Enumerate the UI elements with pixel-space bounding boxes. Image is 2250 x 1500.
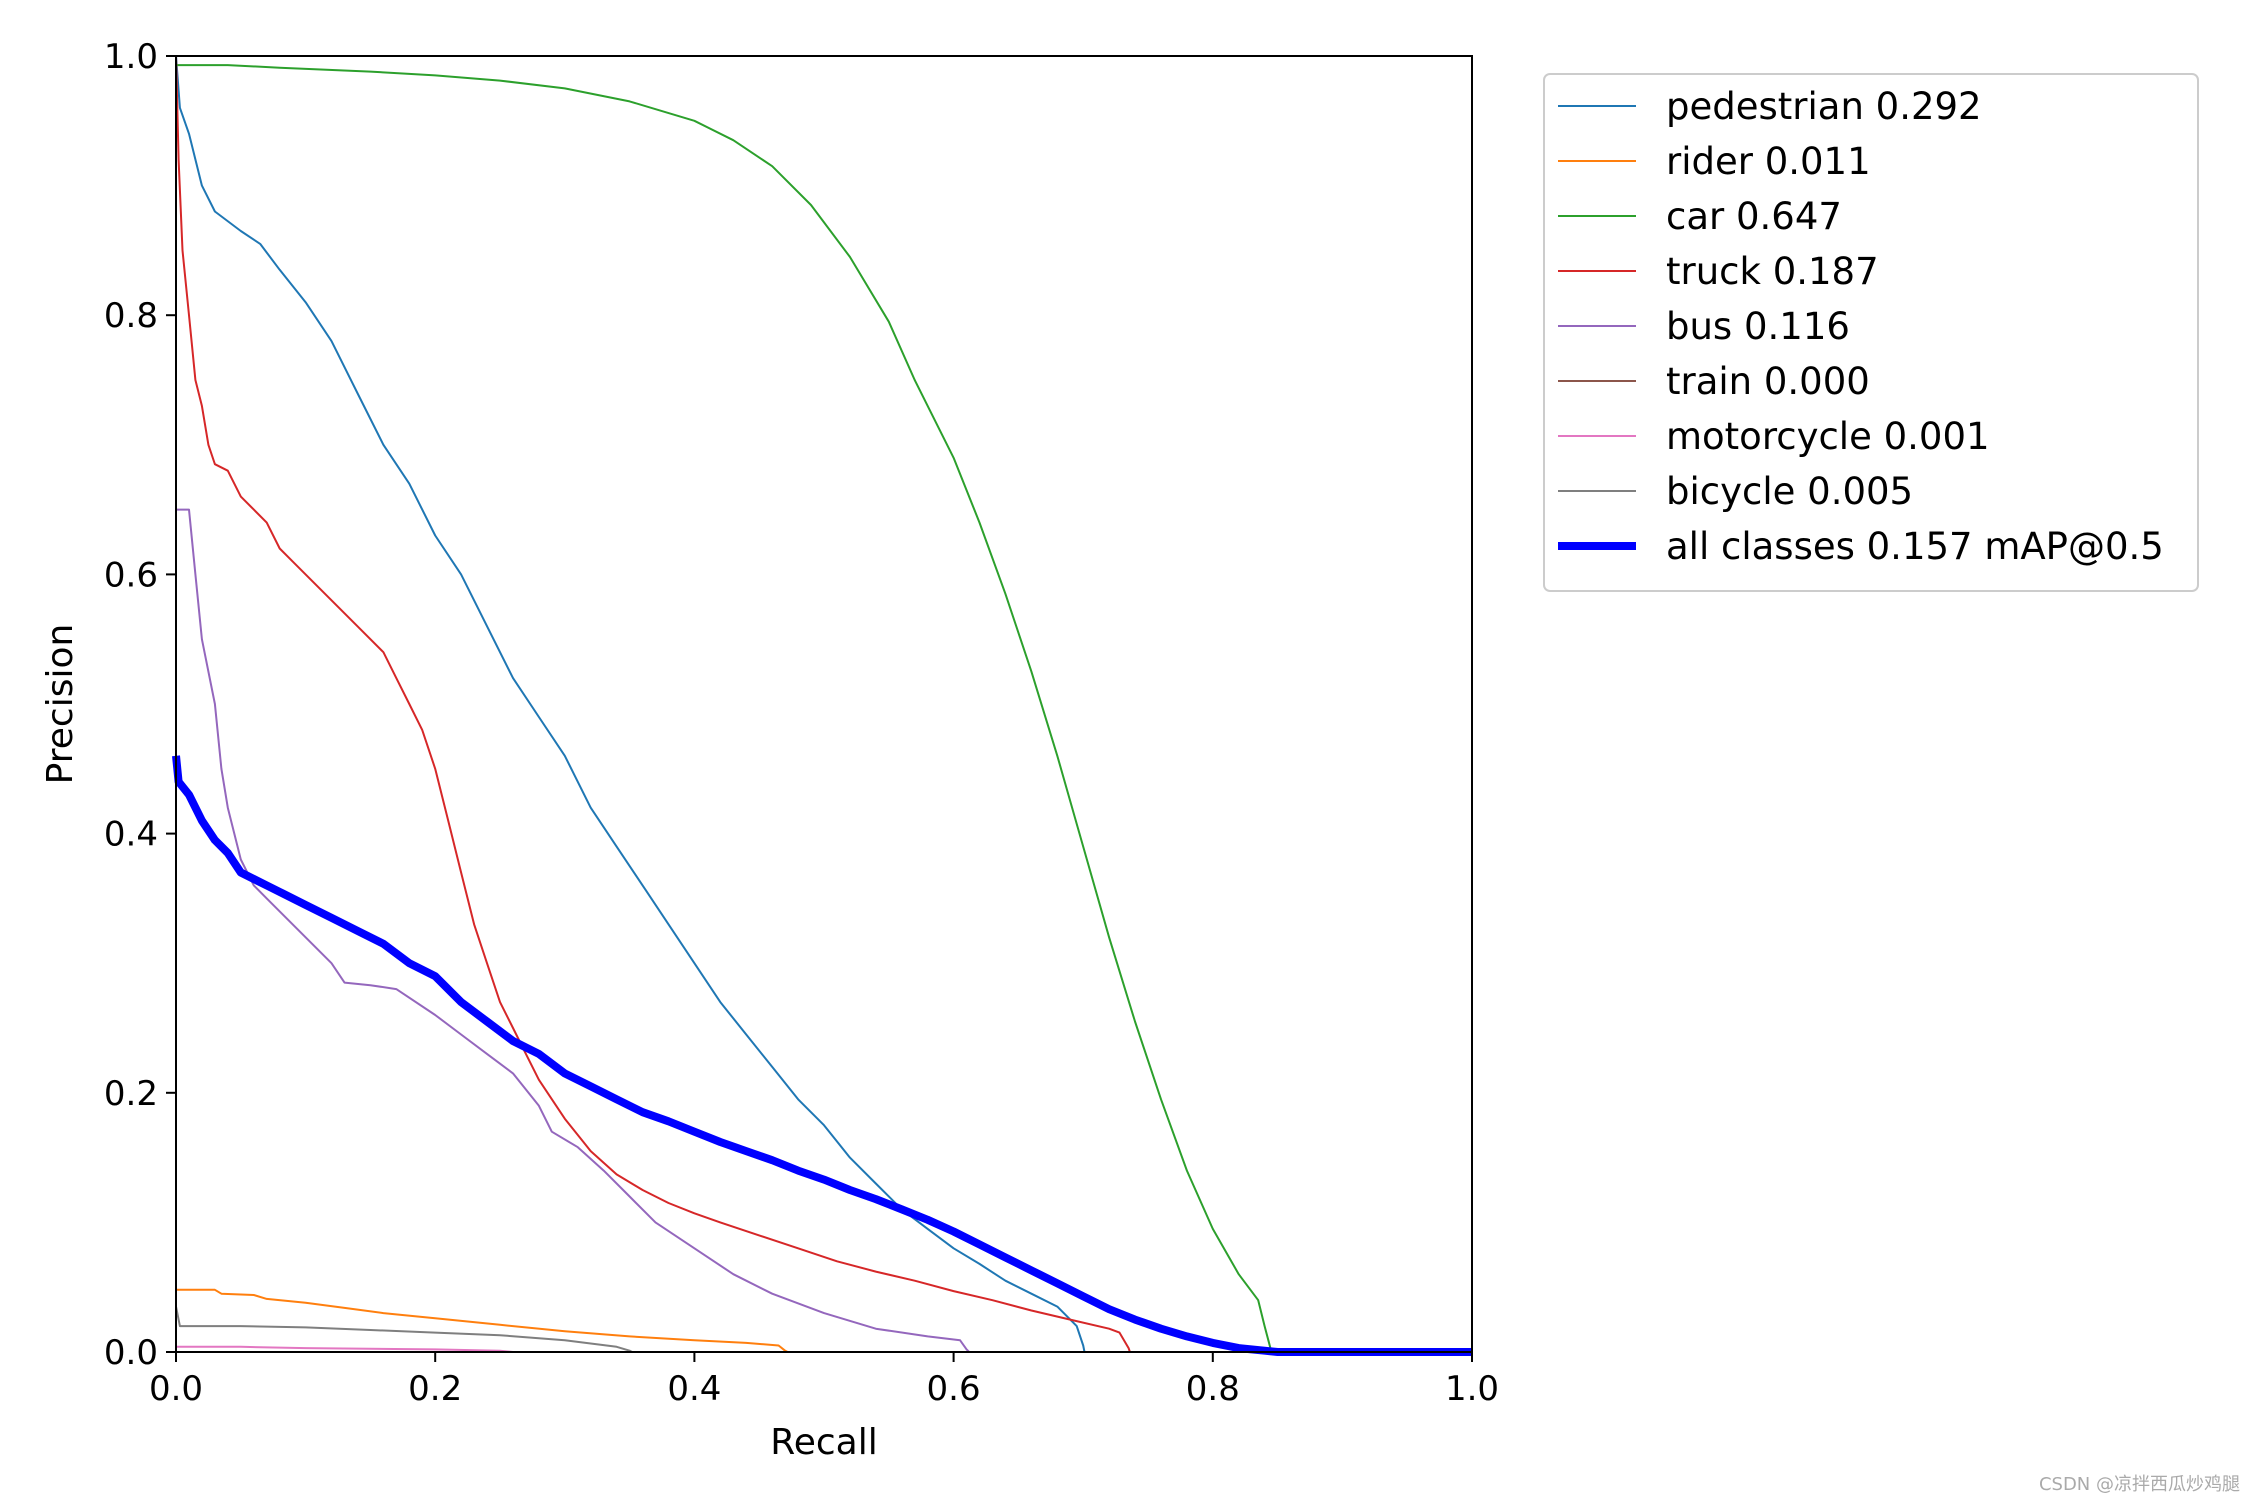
series-line-3 <box>175 55 1131 1353</box>
y-tick-label: 0.6 <box>104 555 158 595</box>
series-line-0 <box>175 55 1086 1353</box>
y-tick-label: 0.8 <box>104 296 158 336</box>
y-axis-label: Precision <box>40 624 81 785</box>
x-tick-label: 0.8 <box>1186 1369 1240 1409</box>
legend-label-1: rider 0.011 <box>1666 140 1871 183</box>
series-line-1 <box>176 1288 789 1353</box>
legend-label-7: bicycle 0.005 <box>1666 470 1913 513</box>
y-tick-label: 1.0 <box>104 37 158 77</box>
x-tick-label: 0.0 <box>149 1369 203 1409</box>
legend-items: pedestrian 0.292 rider 0.011 car 0.647 truc… <box>1558 85 2164 568</box>
legend-label-8: all classes 0.157 mAP@0.5 <box>1666 525 2164 568</box>
series-line-4 <box>176 508 970 1353</box>
legend: pedestrian 0.292 rider 0.011 car 0.647 truc… <box>1543 73 2199 592</box>
x-axis-ticks: 0.0 0.2 0.4 0.6 0.8 1.0 <box>149 1352 1499 1409</box>
y-tick-label: 0.0 <box>104 1333 158 1373</box>
x-tick-label: 0.6 <box>927 1369 981 1409</box>
legend-box <box>1543 73 2199 592</box>
x-axis-label: Recall <box>770 1422 877 1463</box>
legend-label-6: motorcycle 0.001 <box>1666 415 1990 458</box>
plot-area: 0.0 0.2 0.4 0.6 0.8 1.0 0.0 0.2 0.4 0.6 0.8 1.0 Re… <box>40 37 1499 1463</box>
x-tick-label: 0.2 <box>408 1369 462 1409</box>
x-tick-label: 1.0 <box>1445 1369 1499 1409</box>
legend-label-5: train 0.000 <box>1666 360 1870 403</box>
series-layer <box>172 55 1472 1356</box>
axes-frame <box>175 55 1473 1353</box>
x-tick-label: 0.4 <box>667 1369 721 1409</box>
series-line-6 <box>176 1345 514 1353</box>
y-axis-ticks: 0.0 0.2 0.4 0.6 0.8 1.0 <box>104 37 176 1373</box>
legend-label-4: bus 0.116 <box>1666 305 1850 348</box>
legend-label-3: truck 0.187 <box>1666 250 1879 293</box>
legend-label-2: car 0.647 <box>1666 195 1842 238</box>
series-line-2 <box>176 64 1274 1353</box>
y-tick-label: 0.2 <box>104 1074 158 1114</box>
legend-label-0: pedestrian 0.292 <box>1666 85 1982 128</box>
y-tick-label: 0.4 <box>104 815 158 855</box>
series-line-8 <box>172 755 1472 1356</box>
watermark-text: CSDN @凉拌西瓜炒鸡腿 <box>2039 1474 2240 1495</box>
series-line-7 <box>175 1306 633 1353</box>
